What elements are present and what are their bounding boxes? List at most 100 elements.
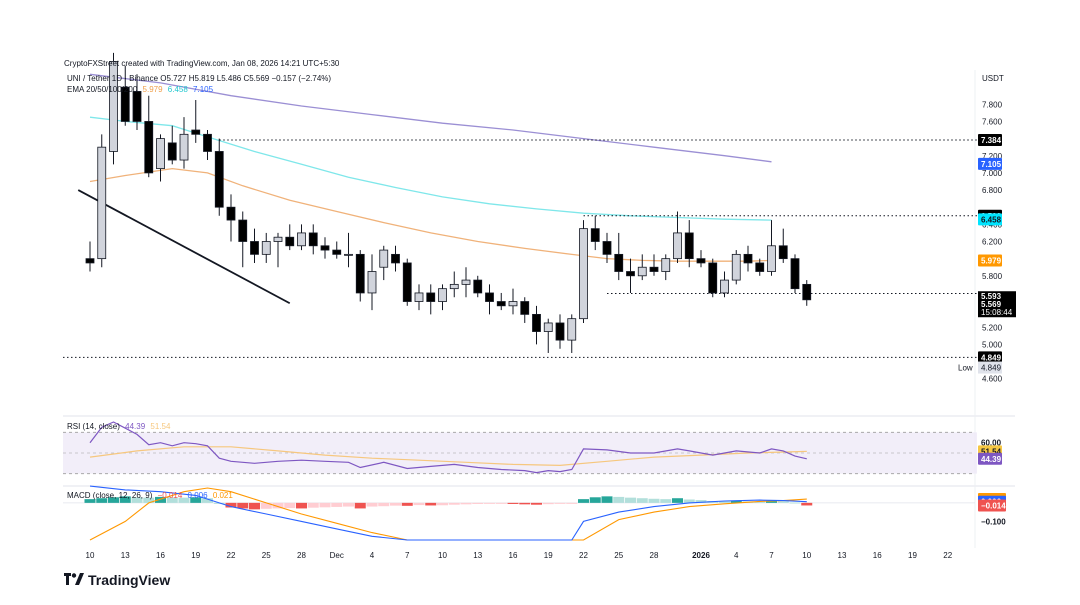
candle-body-down — [132, 91, 142, 122]
time-tick-label: 4 — [734, 551, 739, 560]
time-tick-label: 16 — [509, 551, 518, 560]
candle-body-down — [250, 241, 259, 255]
ema-100-value: 6.458 — [167, 85, 188, 94]
candle-body-down — [308, 232, 318, 247]
candle-body-down — [203, 133, 212, 152]
candle-body-down — [590, 228, 600, 242]
candle — [344, 232, 353, 268]
candle — [520, 297, 530, 323]
macd-histogram-bar — [777, 501, 789, 503]
time-tick-label: 13 — [121, 551, 130, 560]
time-tick-label: 28 — [297, 551, 306, 560]
price-tick-label: 7.600 — [982, 117, 1003, 126]
macd-histogram-bar — [754, 501, 766, 503]
time-tick-label: 16 — [156, 551, 165, 560]
candle — [626, 258, 635, 293]
candle-body-up — [109, 61, 118, 152]
candle — [555, 314, 565, 349]
macd-histogram-bar — [131, 497, 143, 503]
rsi-title: RSI (14, close) — [67, 422, 120, 431]
candle-body-down — [532, 313, 541, 332]
candle-body-down — [214, 151, 224, 208]
rsi-axis-badge-bg — [978, 452, 1002, 465]
candle — [285, 224, 295, 251]
candle — [250, 228, 259, 263]
time-tick-label: 28 — [650, 551, 659, 560]
macd-histogram-bar — [789, 502, 801, 504]
price-axis-badge-text: 7.105 — [981, 160, 1002, 169]
time-tick-label: 2026 — [692, 551, 710, 560]
candle — [579, 220, 588, 323]
candle-body-down — [144, 121, 154, 174]
macd-histogram-bar — [378, 502, 390, 507]
candle-body-up — [297, 232, 306, 247]
candle — [602, 232, 612, 263]
candle — [203, 130, 212, 161]
candle-body-up — [767, 245, 776, 272]
macd-histogram-bar — [343, 502, 354, 507]
candle-body-down — [696, 258, 706, 264]
candle-body-up — [731, 253, 741, 281]
price-axis-badge-text: 5.979 — [981, 256, 1002, 265]
time-tick-label: 25 — [262, 551, 271, 560]
ema-legend-label: EMA 20/50/100/200 — [67, 85, 138, 94]
macd-signal-line — [89, 487, 807, 541]
candle — [637, 254, 647, 281]
candle-body-up — [261, 241, 271, 255]
macd-histogram-bar — [202, 498, 213, 503]
candle — [109, 52, 118, 165]
candle-body-down — [649, 266, 659, 272]
time-tick-label: 10 — [86, 551, 95, 560]
macd-axis-badge-text: −0.100 — [981, 517, 1006, 526]
price-tick-label: 6.800 — [982, 186, 1003, 195]
candle — [567, 314, 577, 353]
candle — [355, 250, 365, 302]
price-axis-badge-text: 6.458 — [981, 215, 1002, 224]
macd-histogram-bar — [578, 499, 589, 503]
price-axis-badge: 7.105 — [978, 157, 1002, 170]
candle — [167, 125, 177, 165]
symbol-name: UNI / Tether — [67, 74, 110, 83]
macd-histogram-bar — [260, 502, 272, 509]
level-price-badge-bg — [978, 351, 1002, 364]
candle-body-up — [273, 236, 283, 242]
candle-body-down — [426, 292, 436, 302]
candle-body-down — [85, 258, 95, 264]
rsi-axis-badge-text: 44.39 — [981, 455, 1002, 464]
candle — [214, 138, 224, 216]
time-tick-label: 19 — [544, 551, 553, 560]
rsi-legend: RSI (14, close) 44.39 51.54 — [67, 422, 170, 431]
candle-body-down — [120, 86, 130, 122]
candle — [590, 215, 600, 251]
candle-body-down — [167, 142, 177, 161]
macd-histogram-bar — [166, 497, 178, 503]
candle-body-down — [520, 301, 530, 315]
macd-histogram-bar — [660, 499, 672, 503]
candle-body-up — [661, 258, 671, 272]
time-tick-label: 4 — [370, 551, 375, 560]
candle-body-down — [802, 283, 812, 301]
candle — [238, 211, 248, 268]
candle — [696, 250, 706, 268]
ema-legend: EMA 20/50/100/200 5.979 6.458 7.105 — [67, 85, 213, 94]
candle — [308, 224, 318, 255]
trendline — [77, 189, 291, 305]
candle-body-down — [285, 236, 295, 247]
macd-histogram-bar — [178, 497, 190, 503]
candle-body-down — [355, 253, 365, 294]
ema-50-value: 5.979 — [142, 85, 163, 94]
candle — [755, 258, 765, 276]
candle-body-up — [438, 288, 447, 302]
time-tick-label: 7 — [405, 551, 410, 560]
time-tick-label: Dec — [330, 551, 344, 560]
macd-histogram-bar — [448, 502, 460, 505]
price-axis-badge-bg — [978, 157, 1002, 170]
candle — [132, 74, 142, 131]
macd-axis-badge: −0.014 — [978, 499, 1006, 512]
time-tick-label: 10 — [802, 551, 811, 560]
macd-histogram-bar — [390, 502, 401, 506]
low-label: Low — [958, 364, 973, 373]
candle — [720, 271, 729, 298]
